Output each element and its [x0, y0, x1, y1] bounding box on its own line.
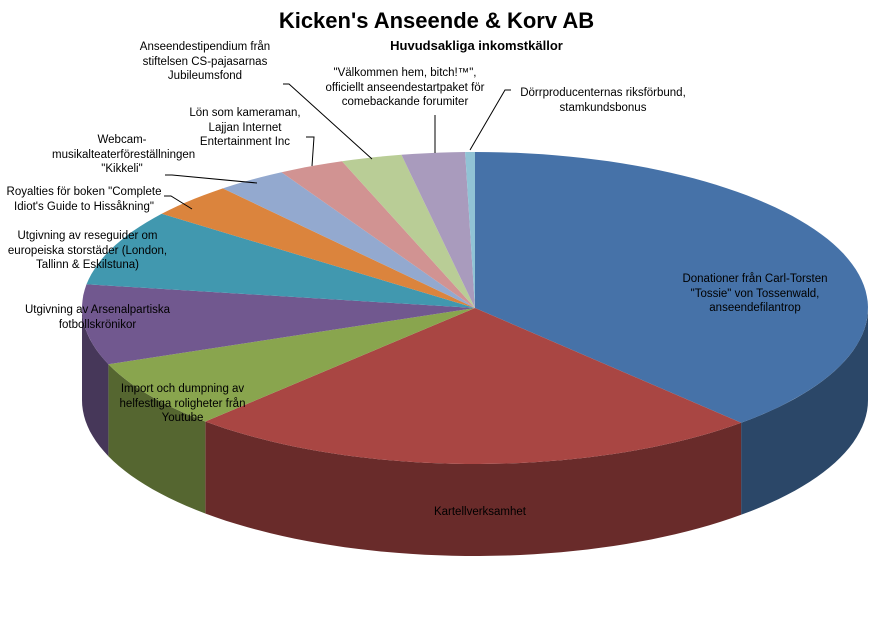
- label-kartell: Kartellverksamhet: [433, 506, 527, 518]
- pie-side: [741, 308, 868, 515]
- pie-side-walls: [82, 308, 868, 556]
- label-lon: Lön som kameraman, Lajjan Internet Enter…: [189, 107, 301, 148]
- pie-slice: [465, 152, 475, 308]
- leader-line: [469, 89, 511, 151]
- pie-side: [205, 421, 742, 556]
- label-reseguider: Utgivning av reseguider om europeiska st…: [7, 230, 168, 271]
- chart-subtitle: Huvudsakliga inkomstkällor: [390, 38, 563, 53]
- label-webcam: Webcam- musikalteaterföreställningen "Ki…: [52, 134, 196, 175]
- label-import: Import och dumpning av helfestliga rolig…: [119, 383, 246, 424]
- pie-slice: [281, 161, 475, 308]
- pie-slice: [86, 213, 475, 308]
- label-royalties: Royalties för boken "Complete Idiot's Gu…: [6, 186, 162, 213]
- chart-title: Kicken's Anseende & Korv AB: [278, 8, 595, 33]
- pie-slice: [475, 152, 868, 423]
- leader-line: [283, 83, 373, 160]
- label-donationer: Donationer från Carl-Torsten "Tossie" vo…: [682, 273, 828, 314]
- pie-side: [82, 308, 109, 457]
- label-valkommen: "Välkommen hem, bitch!™", officiellt ans…: [325, 67, 485, 108]
- leader-line: [165, 174, 258, 184]
- label-arsenal: Utgivning av Arsenalpartiska fotbollskrö…: [24, 304, 171, 331]
- pie-side: [108, 364, 206, 514]
- pie-slice: [161, 188, 475, 308]
- pie-slice: [342, 154, 475, 308]
- label-stipendium: Anseendestipendium från stiftelsen CS-pa…: [139, 41, 271, 82]
- pie-slice: [401, 152, 475, 308]
- pie-slice: [205, 308, 742, 464]
- pie-slice: [108, 308, 476, 422]
- pie-slice: [82, 284, 475, 365]
- pie-slice: [222, 172, 475, 308]
- leader-line: [306, 136, 315, 167]
- label-dorr: Dörrproducenternas riksförbund, stamkund…: [520, 87, 686, 114]
- leader-line: [164, 195, 193, 210]
